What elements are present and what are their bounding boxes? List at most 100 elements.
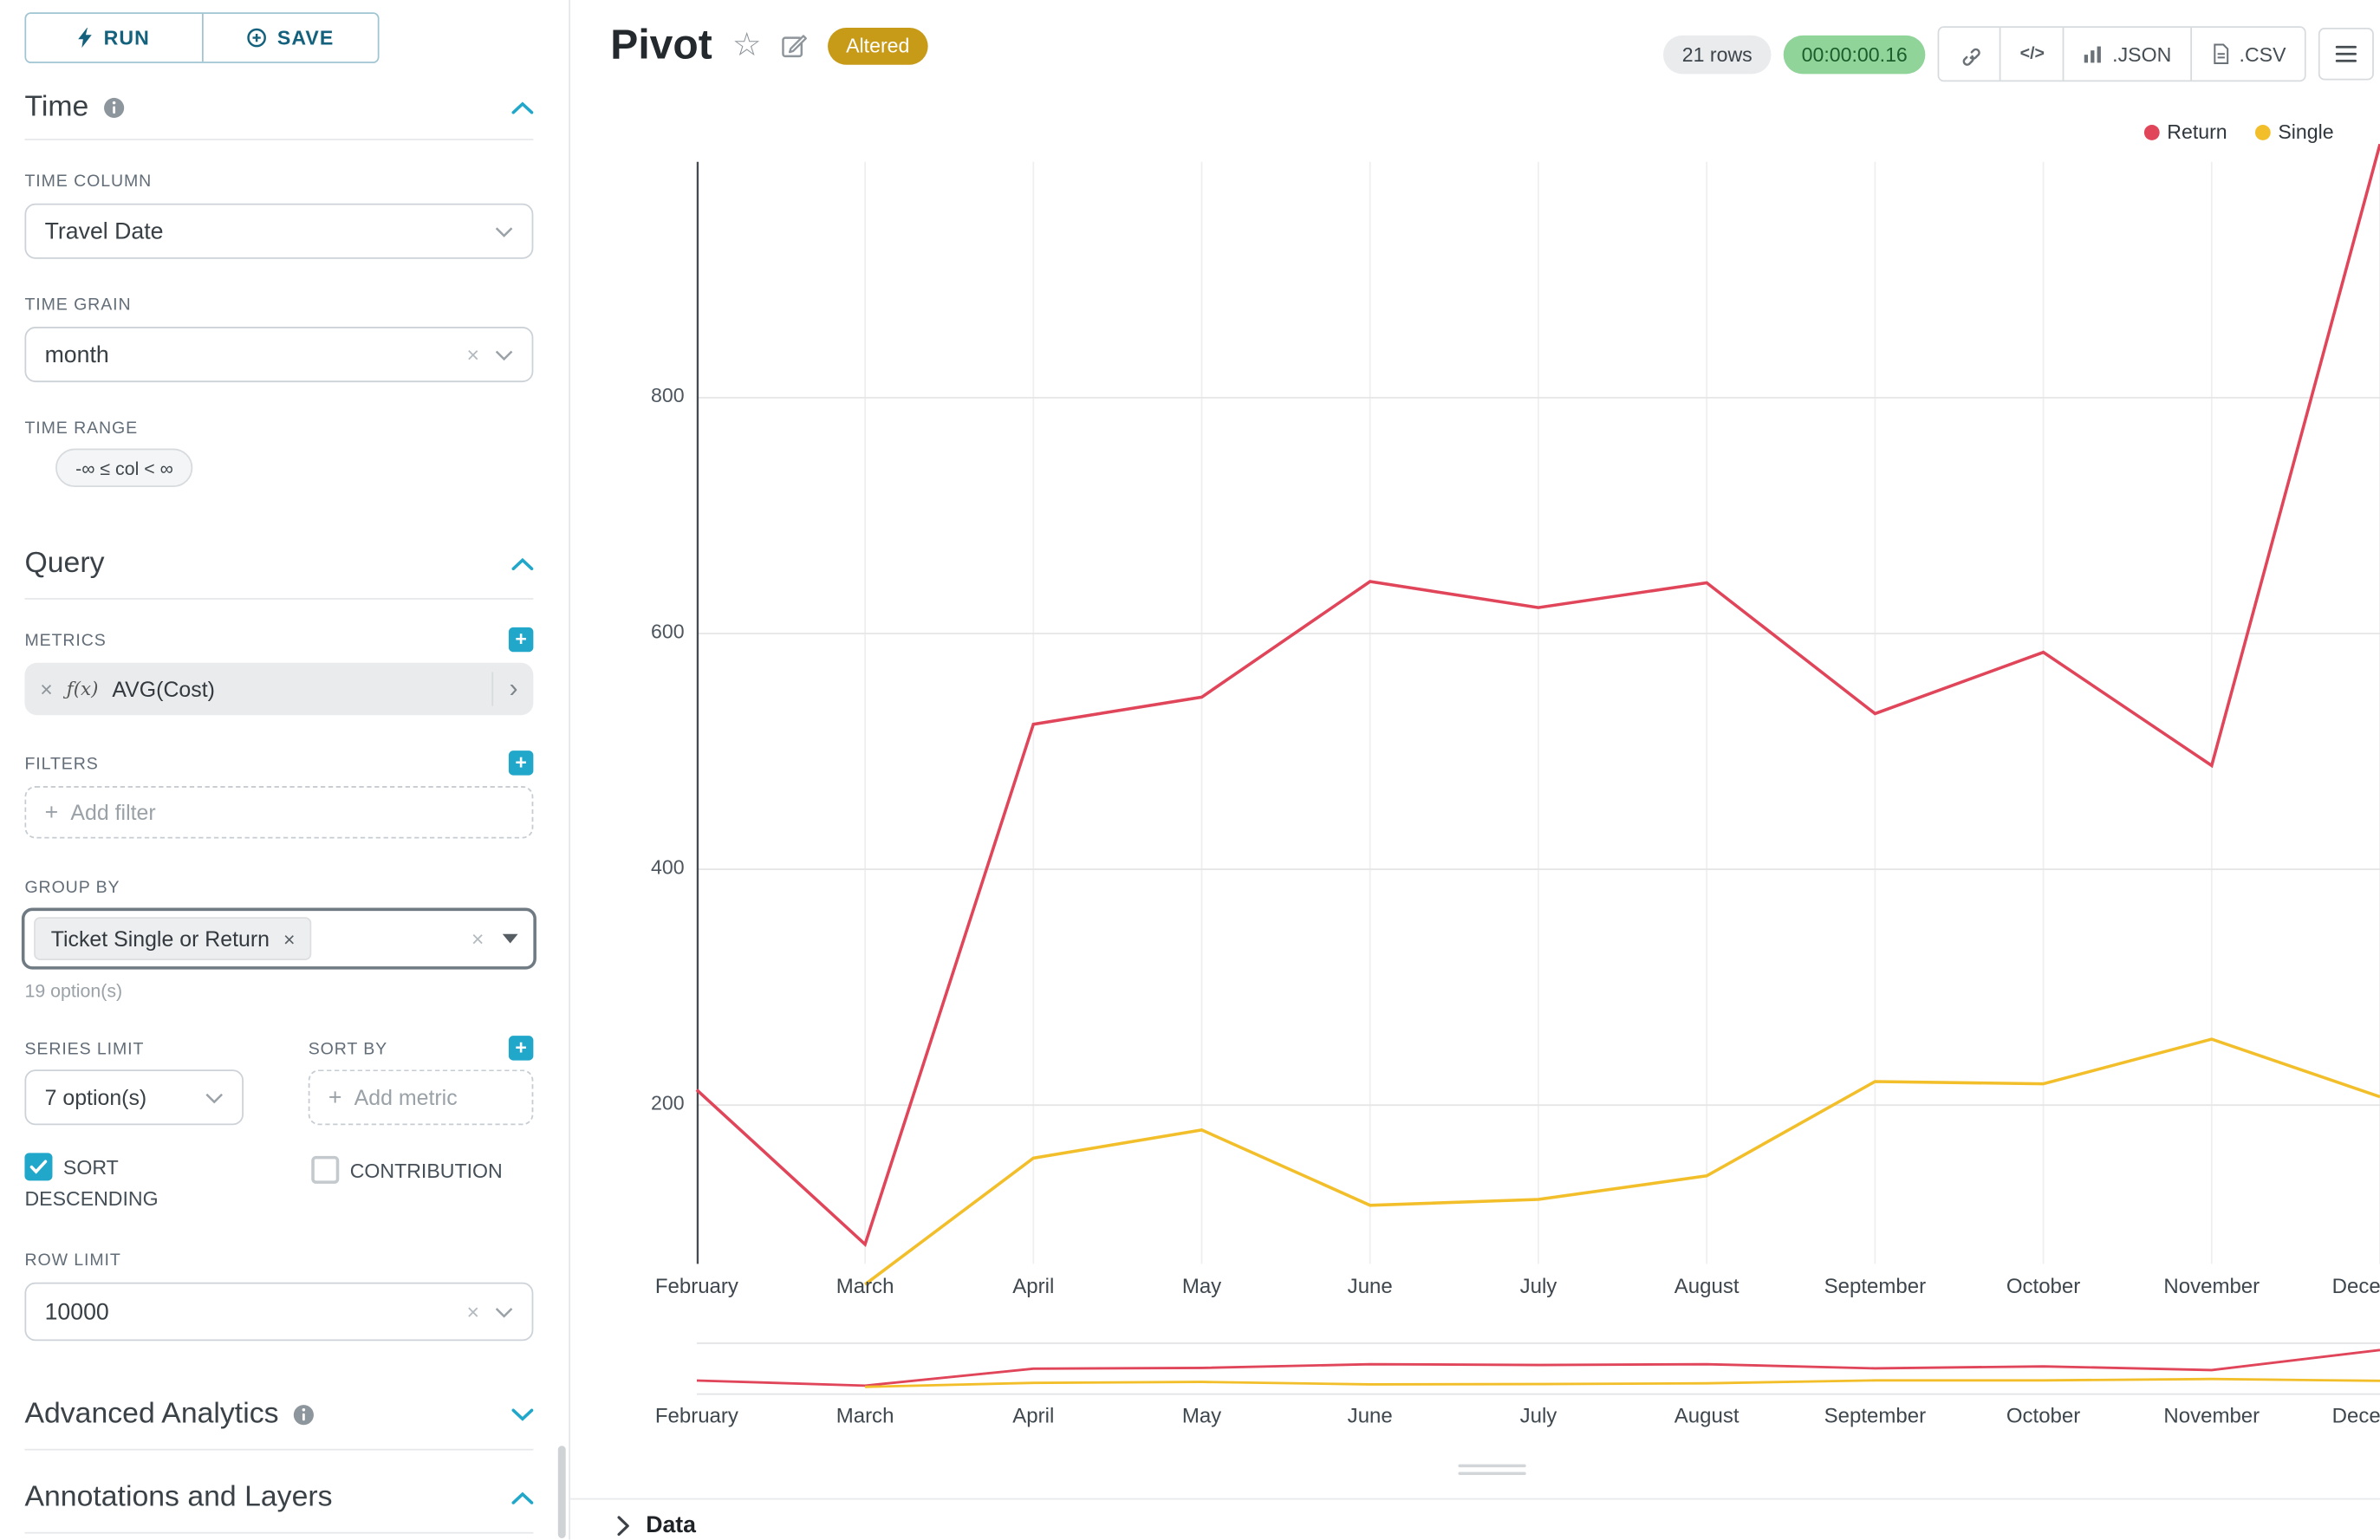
time-grain-label: TIME GRAIN bbox=[24, 296, 132, 315]
series-limit-value: 7 option(s) bbox=[44, 1085, 147, 1110]
range-selector-chart[interactable] bbox=[696, 1344, 2380, 1394]
export-json-button[interactable]: .JSON bbox=[2063, 28, 2190, 81]
x-axis-label: December bbox=[2331, 1274, 2380, 1298]
x-axis-label: September bbox=[1824, 1404, 1927, 1427]
time-section-title: Time bbox=[24, 90, 89, 124]
x-axis-label: November bbox=[2163, 1404, 2260, 1427]
legend-label: Single bbox=[2278, 120, 2334, 144]
line-chart[interactable] bbox=[695, 143, 2380, 1286]
group-by-tag[interactable]: Ticket Single or Return × bbox=[34, 917, 313, 961]
sidebar-scrollbar[interactable] bbox=[557, 1446, 566, 1538]
section-divider bbox=[24, 1448, 534, 1451]
legend-dot bbox=[2143, 124, 2160, 140]
time-column-select[interactable]: Travel Date bbox=[24, 203, 534, 259]
legend-label: Return bbox=[2167, 120, 2227, 144]
resize-grip[interactable] bbox=[1458, 1464, 1526, 1480]
time-range-pill[interactable]: -∞ ≤ col < ∞ bbox=[55, 448, 193, 488]
function-icon: ƒ(x) bbox=[66, 678, 99, 700]
contribution-checkbox[interactable] bbox=[311, 1155, 340, 1184]
data-panel-label: Data bbox=[646, 1511, 697, 1538]
metric-value: AVG(Cost) bbox=[112, 676, 215, 702]
clear-icon[interactable]: × bbox=[466, 1299, 480, 1324]
x-axis-label: October bbox=[2006, 1404, 2081, 1427]
legend-item[interactable]: Return bbox=[2143, 120, 2227, 144]
group-by-select[interactable]: Ticket Single or Return × × bbox=[21, 907, 536, 970]
data-panel-toggle[interactable]: Data bbox=[616, 1512, 696, 1538]
x-axis-label: June bbox=[1347, 1404, 1393, 1427]
advanced-analytics-header[interactable]: Advanced Analytics bbox=[24, 1394, 534, 1437]
info-icon[interactable] bbox=[102, 97, 124, 119]
favorite-star-icon[interactable]: ☆ bbox=[732, 28, 762, 63]
x-axis-label: March bbox=[836, 1274, 894, 1298]
section-divider bbox=[24, 598, 534, 600]
range-selector[interactable] bbox=[696, 1342, 2380, 1395]
metric-pill[interactable]: × ƒ(x) AVG(Cost) › bbox=[24, 662, 534, 716]
clear-icon[interactable]: × bbox=[466, 341, 480, 367]
save-button[interactable]: SAVE bbox=[201, 14, 378, 62]
sort-descending-text: SORT DESCENDING bbox=[24, 1155, 159, 1211]
altered-badge[interactable]: Altered bbox=[827, 27, 928, 64]
sort-descending-checkbox[interactable] bbox=[24, 1153, 53, 1181]
share-link-button[interactable] bbox=[1940, 28, 2000, 81]
info-icon[interactable] bbox=[292, 1404, 314, 1426]
y-tick-label: 800 bbox=[651, 383, 685, 407]
annotations-header[interactable]: Annotations and Layers bbox=[24, 1477, 534, 1520]
hamburger-menu-icon bbox=[2335, 45, 2357, 63]
time-column-value: Travel Date bbox=[44, 218, 164, 244]
filters-label: FILTERS bbox=[24, 755, 99, 774]
add-metric-button[interactable]: + bbox=[508, 627, 534, 653]
x-axis-label: February bbox=[654, 1404, 738, 1427]
x-axis-label: August bbox=[1674, 1274, 1739, 1298]
chevron-up-icon[interactable] bbox=[511, 1491, 534, 1504]
time-grain-select[interactable]: month × bbox=[24, 327, 534, 383]
series-limit-select[interactable]: 7 option(s) bbox=[24, 1069, 244, 1126]
chevron-up-icon[interactable] bbox=[511, 557, 534, 571]
time-section-header[interactable]: Time bbox=[24, 87, 534, 130]
row-limit-select[interactable]: 10000 × bbox=[24, 1282, 534, 1342]
metrics-label: METRICS bbox=[24, 632, 107, 651]
range-selector-labels: February March April May June July August Septe… bbox=[655, 1404, 2380, 1435]
row-count-badge: 21 rows bbox=[1663, 35, 1772, 74]
x-axis-label: October bbox=[2006, 1274, 2081, 1298]
add-sort-metric-button[interactable]: + bbox=[508, 1036, 534, 1061]
page-title: Pivot bbox=[610, 21, 712, 68]
annotations-title: Annotations and Layers bbox=[24, 1481, 333, 1514]
chevron-down-icon[interactable] bbox=[511, 1408, 534, 1421]
plus-icon: + bbox=[44, 799, 59, 826]
chevron-down-icon bbox=[495, 226, 513, 237]
edit-icon[interactable] bbox=[781, 32, 807, 58]
chevron-up-icon[interactable] bbox=[511, 101, 534, 114]
row-limit-value: 10000 bbox=[44, 1298, 109, 1325]
chevron-down-icon bbox=[495, 1306, 513, 1317]
add-filter-dropzone[interactable]: + Add filter bbox=[24, 786, 534, 839]
embed-code-button[interactable]: </> bbox=[2000, 28, 2064, 81]
run-button[interactable]: RUN bbox=[26, 14, 202, 62]
x-axis-label: March bbox=[836, 1404, 894, 1427]
y-tick-label: 600 bbox=[651, 619, 685, 643]
sort-descending-field: SORT DESCENDING bbox=[24, 1153, 240, 1214]
chevron-right-icon[interactable]: › bbox=[491, 672, 518, 706]
sort-by-label: SORT BY bbox=[308, 1040, 388, 1059]
csv-label: .CSV bbox=[2239, 42, 2286, 66]
x-axis-label: July bbox=[1519, 1404, 1557, 1427]
file-icon bbox=[2210, 43, 2230, 65]
chevron-down-icon bbox=[205, 1092, 224, 1103]
remove-icon[interactable]: × bbox=[40, 676, 53, 702]
save-button-label: SAVE bbox=[276, 26, 335, 49]
legend-item[interactable]: Single bbox=[2254, 120, 2334, 144]
more-options-button[interactable] bbox=[2318, 28, 2374, 81]
x-axis-label: April bbox=[1012, 1274, 1055, 1298]
x-axis-label: December bbox=[2331, 1404, 2380, 1427]
remove-icon[interactable]: × bbox=[283, 926, 296, 951]
sort-by-dropzone[interactable]: + Add metric bbox=[308, 1069, 534, 1126]
advanced-analytics-title: Advanced Analytics bbox=[24, 1398, 279, 1431]
y-tick-label: 200 bbox=[651, 1091, 685, 1114]
section-divider bbox=[24, 1531, 534, 1534]
add-filter-button[interactable]: + bbox=[508, 751, 534, 776]
legend-dot bbox=[2254, 124, 2271, 140]
query-section-header[interactable]: Query bbox=[24, 543, 534, 586]
control-panel-sidebar: RUN SAVE Time TIME COLUMN Travel Date bbox=[0, 0, 571, 1540]
export-csv-button[interactable]: .CSV bbox=[2189, 28, 2305, 81]
clear-icon[interactable]: × bbox=[471, 926, 484, 952]
